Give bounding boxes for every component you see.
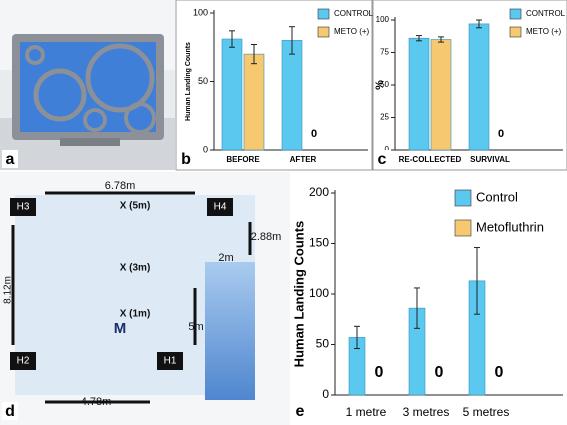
- y-axis-label: %: [374, 80, 386, 90]
- hive-marker: [10, 198, 36, 216]
- y-tick-label: 0: [385, 145, 390, 154]
- error-bar: [476, 19, 482, 29]
- dimension-label: 2m: [218, 252, 233, 264]
- bar: [408, 37, 430, 151]
- hive-marker: [207, 198, 233, 216]
- y-tick-label: 50: [198, 76, 208, 86]
- point-label: M: [114, 320, 127, 337]
- x-tick-label: RE-COLLECTED: [399, 155, 462, 164]
- hive-label: H4: [214, 202, 227, 213]
- hive-label: H1: [164, 356, 177, 367]
- legend-label: Control: [476, 189, 518, 204]
- error-bar: [229, 30, 235, 48]
- panel-label: d: [5, 403, 15, 420]
- hive-marker: [10, 352, 36, 370]
- y-tick-label: 50: [316, 337, 330, 351]
- point-label: X (1m): [120, 309, 151, 320]
- bar: [468, 23, 490, 151]
- error-bar: [438, 36, 444, 43]
- panel-label-bg: [2, 402, 18, 420]
- y-tick-label: 75: [380, 48, 389, 57]
- legend-swatch: [454, 219, 472, 237]
- panel-frame: [291, 172, 567, 425]
- panel-label-bg: [2, 150, 18, 168]
- error-bar: [474, 247, 480, 315]
- legend-label: METO (+): [334, 27, 370, 36]
- point-label: X (5m): [120, 201, 151, 212]
- zero-label: 0: [375, 364, 384, 381]
- y-tick-label: 100: [309, 286, 329, 300]
- hive-label: H2: [17, 356, 30, 367]
- hive-marker: [157, 352, 183, 370]
- y-tick-label: 200: [309, 185, 329, 199]
- legend-label: METO (+): [526, 27, 562, 36]
- legend-label: CONTROL: [334, 9, 374, 18]
- y-tick-label: 150: [309, 236, 329, 250]
- panel-label-bg: [374, 150, 390, 168]
- x-tick-label: 3 metres: [403, 405, 450, 419]
- room-plan: [0, 172, 290, 425]
- legend-swatch: [317, 8, 330, 20]
- legend-label: CONTROL: [526, 9, 566, 18]
- y-tick-label: 50: [380, 80, 389, 89]
- x-tick-label: SURVIVAL: [470, 155, 510, 164]
- error-bar: [289, 26, 295, 55]
- panel-label: c: [378, 151, 387, 168]
- error-bar: [251, 44, 257, 65]
- x-tick-label: AFTER: [290, 155, 317, 164]
- error-bar: [416, 35, 422, 42]
- zero-label: 0: [435, 364, 444, 381]
- legend-swatch: [509, 26, 522, 38]
- dimension-label: 4.78m: [81, 396, 112, 408]
- error-bar: [414, 287, 420, 329]
- bar: [243, 53, 265, 151]
- legend-swatch: [317, 26, 330, 38]
- y-tick-label: 100: [193, 7, 208, 17]
- x-tick-label: 1 metre: [346, 405, 387, 419]
- zero-label: 0: [311, 128, 317, 140]
- panel-label-bg: [292, 402, 308, 420]
- panel-label: b: [181, 151, 191, 168]
- y-tick-label: 0: [203, 144, 208, 154]
- x-tick-label: BEFORE: [226, 155, 260, 164]
- dimension-label: 2.88m: [251, 231, 282, 243]
- photo: [0, 0, 175, 170]
- panel-frame: [175, 0, 373, 171]
- panel-label: a: [6, 151, 15, 168]
- zero-label: 0: [495, 364, 504, 381]
- x-tick-label: 5 metres: [463, 405, 510, 419]
- y-tick-label: 100: [376, 15, 390, 24]
- y-tick-label: 25: [380, 113, 389, 122]
- dimension-label: 5m: [188, 321, 203, 333]
- zero-label: 0: [498, 128, 504, 140]
- panel-label-bg: [178, 150, 194, 168]
- point-label: 8.12m: [3, 276, 14, 304]
- legend-swatch: [454, 189, 472, 207]
- bar: [430, 39, 452, 151]
- legend-swatch: [509, 8, 522, 20]
- hive-label: H3: [17, 202, 30, 213]
- y-tick-label: 0: [322, 387, 329, 401]
- panel-label: e: [296, 403, 305, 420]
- bar: [221, 38, 243, 151]
- dimension-label: 6.78m: [105, 180, 136, 192]
- point-label: X (3m): [120, 263, 151, 274]
- y-axis-label: Human Landing Counts: [291, 221, 306, 368]
- legend-label: Metofluthrin: [476, 219, 544, 234]
- error-bar: [354, 325, 360, 350]
- bar: [281, 40, 303, 151]
- y-axis-label: Human Landing Counts: [185, 42, 192, 121]
